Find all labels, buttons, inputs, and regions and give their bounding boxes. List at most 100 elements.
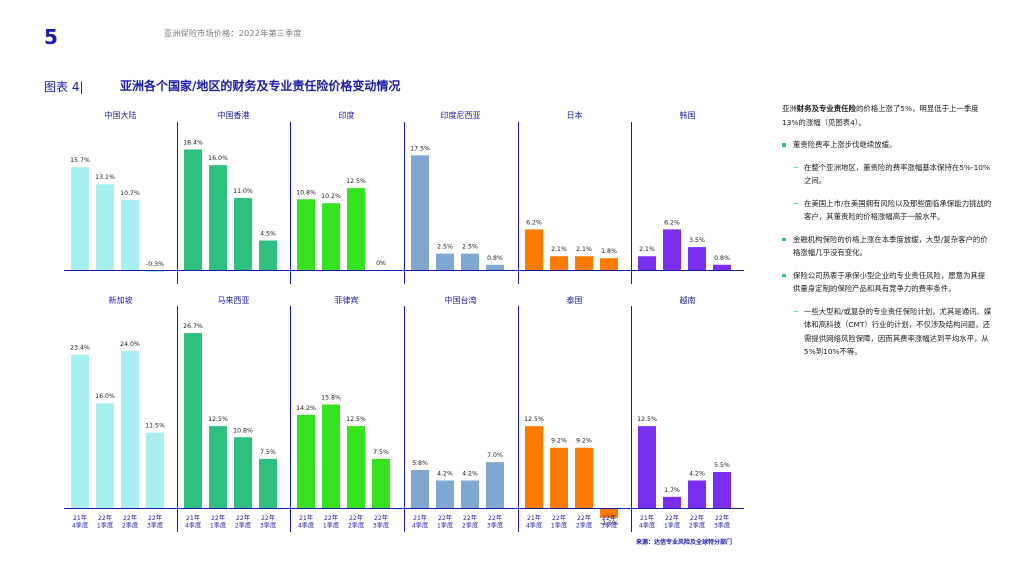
bar [209,165,227,270]
panel-title: 菲律宾 [334,296,359,305]
bar [638,426,656,508]
panel-title: 马来西亚 [217,296,250,305]
source-note: 来源：达信专业风险及全球特分部门 [636,539,733,546]
bar-value-label: 18.4% [183,139,203,146]
dash-marker: − [793,162,800,172]
bar [322,203,340,270]
bar-value-label: 12.5% [346,416,366,423]
bar [184,149,202,270]
bar [411,155,429,270]
bar [525,229,543,270]
category-tick-label: 4季度 [72,522,88,530]
category-tick-label: 22年 [123,514,137,522]
panel-plot: 6.2% 2.1% 2.1% 1.8% [525,219,618,270]
bar [600,508,618,518]
bar-value-label: 1.7% [664,487,680,494]
category-tick-label: 1季度 [664,522,680,530]
bar [234,437,252,508]
category-tick-label: 22年 [324,514,338,522]
category-tick-label: 1季度 [97,522,113,530]
category-tick-label: 21年 [413,514,427,522]
bar-value-label: 6.2% [526,219,542,226]
bar [600,258,618,270]
dash-marker: − [793,306,800,316]
panel-separator [518,122,519,284]
panel-title: 中国台湾 [444,296,477,305]
panel-title: 中国大陆 [104,111,137,120]
panel-separator [177,306,178,532]
panel-title: 日本 [566,111,583,120]
bar [713,264,731,270]
bar [234,197,252,270]
panel-title: 越南 [679,296,696,305]
chart-panel: 印度 10.8% 10.2% 12.5% 0% [290,110,403,300]
bar-value-label: 0.8% [487,255,503,262]
bar [146,432,164,508]
panel-title: 印度尼西亚 [440,111,481,120]
category-tick-label: 21年 [640,514,654,522]
chart-panel: 韩国 2.1% 6.2% 3.5% 0.8% [631,110,744,300]
bar-value-label: 7.5% [260,449,276,456]
chart-panel: 中国台湾 5.8% 21年 4季度 4.2% 22年 1季度 4.2% 22年 2季度 7.0% 22… [404,295,517,538]
panel-separator [631,122,632,284]
bar [436,480,454,508]
bar-value-label: 2.1% [639,246,655,253]
bar [525,426,543,508]
bar [71,354,89,508]
bullet-professional-liability: 保险公司热衷于承保小型企业的专业责任风险，愿意为其提供量身定制的保险产品和具有竞… [782,269,992,296]
bar [550,447,568,508]
category-tick-label: 22年 [715,514,729,522]
panel-separator [404,122,405,284]
panel-plot: 15.7% 13.1% 10.7% -0.3% [70,157,164,272]
panel-separator [404,306,405,532]
panel-plot: 18.4% 16.0% 11.0% 4.5% [183,139,277,270]
category-tick-label: 22年 [602,514,616,522]
category-tick-label: 1季度 [551,522,567,530]
panel-plot: 2.1% 6.2% 3.5% 0.8% [638,219,731,270]
bar [121,350,139,508]
bar-value-label: 11.0% [233,188,253,195]
bullet-do-rates: 董责险费率上涨步伐继续放缓。 [782,138,992,152]
bar [638,256,656,270]
category-tick-label: 22年 [690,514,704,522]
category-tick-label: 22年 [438,514,452,522]
bar-value-label: 10.7% [120,190,140,197]
bar-value-label: -1.5% [600,520,618,527]
category-tick-label: 2季度 [348,522,364,530]
bar-value-label: 4.2% [689,470,705,477]
bar [96,403,114,508]
category-tick-label: 3季度 [487,522,503,530]
bar-value-label: 12.5% [524,416,544,423]
commentary-column: 亚洲财务及专业责任险的价格上涨了5%，明显低于上一季度13%的涨幅（见图表4）。… [782,102,992,368]
bar-value-label: 4.2% [437,470,453,477]
panel-title: 韩国 [679,111,696,120]
sub-bullet-text: 在美国上市/在美国拥有风险以及那些面临承保能力挑战的客户，其董责险的价格涨幅高于… [804,198,992,222]
category-tick-label: 22年 [211,514,225,522]
category-tick-label: 21年 [527,514,541,522]
chart-panel: 中国大陆 15.7% 13.1% 10.7% -0.3% [64,110,177,300]
bar-value-label: 9.2% [551,438,567,445]
bar-value-label: 13.1% [95,174,115,181]
bar [411,470,429,508]
chart-panel: 菲律宾 14.2% 21年 4季度 15.8% 22年 1季度 12.5% 22年 2季度 7.5%… [290,295,403,538]
bar-value-label: 3.5% [689,237,705,244]
bar-value-label: 2.5% [437,244,453,251]
bar-value-label: 7.0% [487,452,503,459]
running-header: 亚洲保险市场价格：2022年第三季度 [164,29,302,38]
category-tick-label: 4季度 [298,522,314,530]
bar-value-label: 9.2% [576,438,592,445]
bar [713,471,731,508]
category-tick-label: 3季度 [373,522,389,530]
bar-value-label: 24.0% [120,341,140,348]
chart-panel: 马来西亚 26.7% 21年 4季度 12.5% 22年 1季度 10.8% 22年 2季度 7.5… [177,295,290,538]
bar [372,458,390,508]
category-tick-label: 22年 [488,514,502,522]
bar-value-label: 12.5% [346,178,366,185]
category-tick-label: 2季度 [235,522,251,530]
category-tick-label: 4季度 [639,522,655,530]
bar-value-label: 12.5% [208,416,228,423]
sub-bullet-cmt: − 一些大型和/或复杂的专业责任保险计划，尤其是通讯、媒体和高科技（CMT）行业的… [782,305,992,359]
bar [461,480,479,508]
bar-value-label: 14.2% [296,405,316,412]
category-tick-label: 22年 [577,514,591,522]
